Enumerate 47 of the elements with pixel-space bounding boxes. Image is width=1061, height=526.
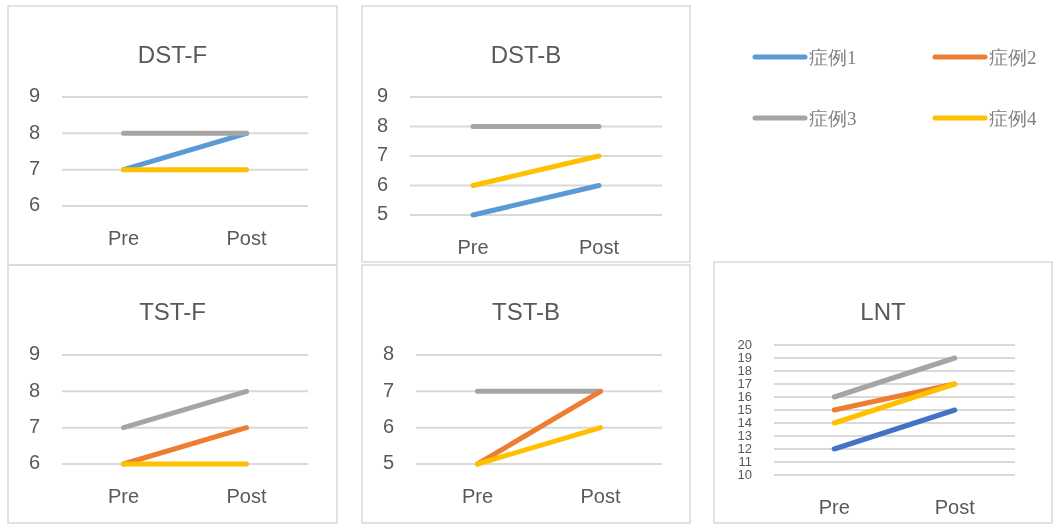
y-tick-label: 11	[738, 454, 752, 470]
y-tick-label: 5	[376, 202, 388, 225]
y-tick-label: 7	[376, 143, 388, 166]
y-tick-label: 12	[737, 441, 752, 457]
legend-label: 症例4	[989, 108, 1037, 129]
x-tick-label: Post	[226, 227, 267, 249]
chart-title: DST-F	[137, 41, 208, 68]
y-tick-label: 5	[382, 451, 394, 474]
y-tick-label: 8	[376, 113, 388, 136]
chart-title: LNT	[860, 298, 907, 325]
x-tick-label: Pre	[457, 236, 489, 258]
y-tick-label: 6	[382, 415, 394, 438]
x-tick-label: Post	[226, 485, 267, 507]
y-tick-label: 6	[28, 451, 40, 474]
legend-label: 症例2	[989, 47, 1037, 68]
y-tick-label: 14	[737, 415, 752, 431]
y-tick-label: 9	[28, 84, 40, 107]
y-tick-label: 17	[737, 376, 752, 392]
y-tick-label: 8	[28, 378, 40, 401]
y-tick-label: 8	[28, 120, 40, 143]
y-tick-label: 6	[28, 193, 40, 216]
x-tick-label: Post	[578, 236, 620, 258]
x-tick-label: Pre	[818, 496, 850, 518]
y-tick-label: 16	[737, 389, 752, 405]
x-tick-label: Pre	[107, 227, 140, 249]
x-tick-label: Pre	[461, 485, 494, 507]
y-tick-label: 7	[382, 378, 394, 401]
chart-title: TST-B	[491, 298, 561, 325]
y-tick-label: 7	[28, 157, 40, 180]
x-tick-label: Post	[934, 496, 976, 518]
y-tick-label: 18	[737, 363, 752, 379]
y-tick-label: 9	[376, 84, 388, 107]
y-tick-label: 15	[737, 402, 752, 418]
y-tick-label: 19	[737, 350, 752, 366]
y-tick-label: 10	[737, 467, 752, 483]
x-tick-label: Pre	[107, 485, 140, 507]
chart-title: TST-F	[139, 298, 206, 325]
y-tick-label: 7	[28, 415, 40, 438]
y-tick-label: 6	[376, 172, 388, 195]
chart-title: DST-B	[490, 41, 562, 68]
y-tick-label: 9	[28, 342, 40, 365]
y-tick-label: 20	[737, 337, 752, 353]
y-tick-label: 13	[737, 428, 752, 444]
y-tick-label: 8	[382, 342, 394, 365]
legend-label: 症例1	[809, 47, 857, 68]
legend-label: 症例3	[809, 108, 857, 129]
x-tick-label: Post	[580, 485, 621, 507]
